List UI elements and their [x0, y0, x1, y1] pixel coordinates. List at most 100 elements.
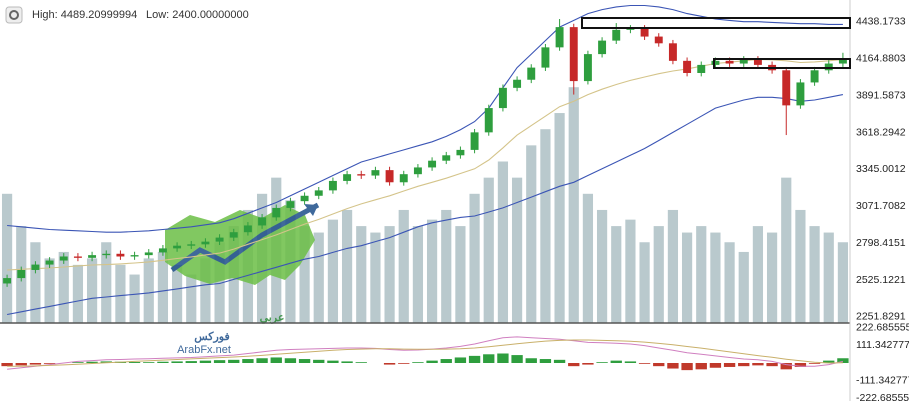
volume-bar [115, 264, 126, 323]
volume-bar [809, 226, 820, 323]
macd-bar [483, 354, 495, 363]
volume-bar [101, 242, 112, 323]
macd-bar [199, 360, 212, 363]
macd-bar [341, 361, 353, 363]
candle-body [243, 225, 252, 233]
candle-body [739, 59, 748, 64]
macd-bar [638, 363, 651, 364]
volume-bar [596, 209, 608, 323]
volume-bar [143, 258, 154, 323]
macd-bar [823, 360, 835, 363]
candle-body [59, 256, 68, 261]
candle-body [583, 54, 592, 82]
macd-bar [794, 363, 807, 367]
volume-bar [455, 226, 466, 323]
candle-body [810, 70, 819, 83]
volume-bar [681, 232, 693, 323]
y-tick-label: 4164.8803 [856, 53, 906, 65]
macd-bar [497, 353, 509, 363]
macd-bar [143, 362, 155, 363]
y-tick-label: 3071.7082 [856, 200, 906, 212]
macd-bar [596, 362, 608, 363]
candle-body [428, 160, 437, 168]
y-tick-label: 111.342777 [856, 339, 909, 351]
candle-body [88, 255, 97, 258]
candle-body [697, 64, 706, 73]
candle-body [598, 40, 607, 55]
candle-body [555, 27, 564, 48]
volume-layer [1, 87, 849, 324]
y-tick-label: 3891.5873 [856, 89, 906, 101]
candle-body [328, 180, 337, 191]
header-high: High: 4489.20999994 [32, 9, 137, 21]
candle-body [102, 253, 111, 256]
candle-body [385, 170, 394, 183]
volume-bar [795, 209, 806, 323]
macd-bar [355, 362, 367, 363]
candle-body [668, 43, 677, 61]
volume-bar [30, 242, 41, 323]
y-tick-label: 2525.1221 [856, 274, 906, 286]
volume-bar [837, 242, 849, 323]
candle-body [612, 29, 621, 41]
volume-bar [129, 274, 140, 323]
candle-body [258, 217, 267, 226]
macd-bar [298, 359, 311, 363]
volume-bar [86, 258, 98, 323]
macd-bar [426, 360, 438, 363]
candle-body [782, 70, 791, 106]
macd-bar [284, 358, 297, 363]
macd-bar [468, 355, 481, 363]
y-tick-label: 4438.1733 [856, 16, 906, 28]
watermark-arabic-main: فوركس [194, 331, 230, 343]
macd-bar [15, 363, 27, 366]
candle-body [158, 248, 167, 253]
candle-body [626, 28, 635, 30]
macd-bar [695, 363, 707, 370]
candle-body [286, 201, 295, 208]
candle-body [470, 132, 479, 150]
macd-line [7, 339, 843, 367]
volume-bar [710, 232, 721, 323]
candle-body [654, 36, 663, 44]
candle-body [484, 108, 493, 133]
volume-bar [356, 226, 367, 323]
band-line [7, 4, 843, 233]
volume-bar [554, 113, 565, 323]
settings-icon[interactable] [5, 6, 23, 24]
volume-bar [469, 193, 480, 323]
macd-bar [738, 363, 750, 367]
macd-bar [709, 363, 722, 368]
volume-bar [540, 129, 551, 323]
candle-body [399, 174, 408, 183]
volume-bar [766, 232, 778, 323]
candle-body [824, 63, 833, 71]
macd-bar [440, 359, 452, 363]
volume-bar [313, 232, 324, 323]
volume-bar [44, 258, 55, 323]
candle-body [513, 79, 522, 88]
macd-bar [72, 362, 84, 363]
volume-bar [724, 242, 735, 323]
header-bg [0, 2, 260, 26]
macd-bar [766, 363, 778, 367]
candle-body [413, 167, 422, 175]
annotation-box [713, 58, 851, 69]
volume-bar [384, 226, 395, 323]
volume-bar [186, 274, 197, 323]
volume-bar [214, 242, 225, 323]
macd-bar [780, 363, 792, 370]
volume-bar [1, 193, 13, 323]
candle-body [272, 207, 281, 218]
macd-bar [412, 362, 424, 363]
y-tick-label: 2798.4151 [856, 237, 906, 249]
volume-bar [483, 177, 494, 323]
volume-bar [157, 251, 169, 323]
settings-button[interactable] [5, 6, 23, 24]
candle-body [498, 87, 507, 109]
header-low: Low: 2400.00000000 [146, 9, 249, 21]
candle-body [725, 60, 734, 64]
macd-bar [213, 360, 226, 363]
